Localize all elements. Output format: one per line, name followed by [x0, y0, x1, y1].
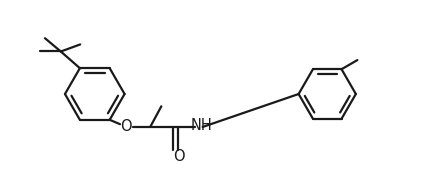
Text: O: O [120, 119, 132, 134]
Text: NH: NH [191, 118, 213, 133]
Text: O: O [173, 149, 184, 164]
